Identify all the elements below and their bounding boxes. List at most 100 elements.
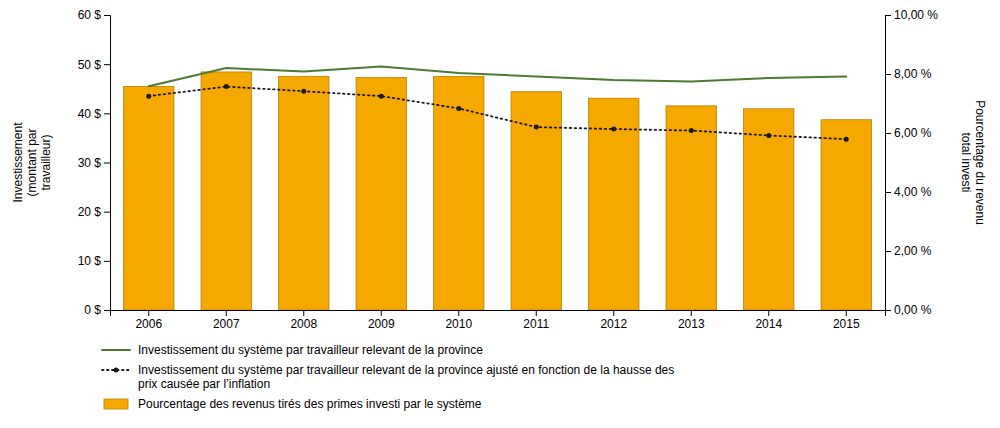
chart: 2006 2007 2008 2009 2010 2011 2012 2013 2014 2015… xyxy=(0,0,1000,428)
tick-label: 40 $ xyxy=(78,107,102,121)
tick-label: 2015 xyxy=(833,317,860,331)
legend-label: Investissement du système par travailleu… xyxy=(138,343,483,357)
tick-mark xyxy=(303,310,304,316)
tick-label: 60 $ xyxy=(78,8,102,22)
tick-mark xyxy=(691,310,692,316)
axis-line xyxy=(886,16,892,311)
tick-label: 2013 xyxy=(678,317,705,331)
tick-mark xyxy=(885,251,891,252)
tick: 30 $ xyxy=(78,156,110,170)
tick-mark xyxy=(885,74,891,75)
tick: 2006 xyxy=(135,310,162,331)
tick-mark xyxy=(104,261,110,262)
tick-mark xyxy=(613,310,614,316)
y2-axis: 0,00 % 2,00 % 4,00 % 6,00 % 8,00 % 10,00 % xyxy=(885,8,938,317)
tick: 0 $ xyxy=(84,303,110,317)
bar xyxy=(511,92,561,310)
bar xyxy=(666,106,716,310)
tick: 2009 xyxy=(368,310,395,331)
tick: 10,00 % xyxy=(885,8,938,22)
marks xyxy=(124,67,872,310)
tick-label: 2007 xyxy=(213,317,240,331)
marker xyxy=(379,94,384,99)
tick-label: 8,00 % xyxy=(894,67,932,81)
marker xyxy=(844,137,849,142)
tick-mark xyxy=(536,310,537,316)
marker xyxy=(689,128,694,133)
tick: 60 $ xyxy=(78,8,110,22)
legend-label: Pourcentage des revenus tirés des primes… xyxy=(138,397,482,411)
tick-label: 6,00 % xyxy=(894,126,932,140)
line xyxy=(149,67,847,87)
tick: 2008 xyxy=(290,310,317,331)
legend-item: Investissement du système par travailleu… xyxy=(102,363,674,391)
tick-mark xyxy=(104,310,110,311)
bar xyxy=(201,72,251,310)
y-axis: 0 $ 10 $ 20 $ 30 $ 40 $ 50 $ 60 $ xyxy=(78,8,111,317)
tick-label: 2006 xyxy=(135,317,162,331)
tick: 2012 xyxy=(600,310,627,331)
bar xyxy=(124,86,174,310)
tick: 2013 xyxy=(678,310,705,331)
tick: 2014 xyxy=(755,310,782,331)
tick: 8,00 % xyxy=(885,67,932,81)
y-axis-title: Investissement(montant partravailleur) xyxy=(11,122,53,203)
tick-label: 2012 xyxy=(600,317,627,331)
tick-label: 2,00 % xyxy=(894,244,932,258)
tick: 2010 xyxy=(445,310,472,331)
tick-label: 2008 xyxy=(290,317,317,331)
tick: 0,00 % xyxy=(885,303,932,317)
legend-item: Pourcentage des revenus tirés des primes… xyxy=(104,397,482,411)
tick-label: 20 $ xyxy=(78,205,102,219)
marker xyxy=(766,133,771,138)
tick-label: 2009 xyxy=(368,317,395,331)
marker xyxy=(224,84,229,89)
tick-label: 30 $ xyxy=(78,156,102,170)
tick-mark xyxy=(885,192,891,193)
legend-swatch xyxy=(104,399,128,409)
legend-marker xyxy=(114,368,119,373)
tick-label: 2014 xyxy=(755,317,782,331)
line-series xyxy=(146,84,849,142)
tick-mark xyxy=(458,310,459,316)
tick: 2015 xyxy=(833,310,860,331)
line-series xyxy=(149,67,847,87)
bar-series xyxy=(124,72,872,310)
bar xyxy=(821,120,871,310)
tick: 4,00 % xyxy=(885,185,932,199)
x-axis: 2006 2007 2008 2009 2010 2011 2012 2013 2014 2015 xyxy=(111,310,886,331)
tick-label: 2011 xyxy=(523,317,549,331)
tick-mark xyxy=(148,310,149,316)
tick-mark xyxy=(885,15,891,16)
tick-mark xyxy=(226,310,227,316)
tick: 2007 xyxy=(213,310,240,331)
tick: 10 $ xyxy=(78,254,110,268)
tick-label: 0 $ xyxy=(84,303,101,317)
tick: 50 $ xyxy=(78,58,110,72)
marker xyxy=(146,94,151,99)
bar xyxy=(356,78,406,310)
tick-mark xyxy=(846,310,847,316)
line xyxy=(149,87,847,140)
legend-label: Investissement du système par travailleu… xyxy=(138,363,674,391)
marker xyxy=(456,106,461,111)
plot: 2006 2007 2008 2009 2010 2011 2012 2013 2014 2015… xyxy=(11,8,986,330)
y2-axis-title: Pourcentage du revenutotal investi xyxy=(959,100,987,225)
bar xyxy=(744,109,794,310)
tick-mark xyxy=(104,163,110,164)
tick-mark xyxy=(768,310,769,316)
legend: Investissement du système par travailleu… xyxy=(102,343,674,411)
tick-label: 50 $ xyxy=(78,58,102,72)
axis-line xyxy=(104,16,111,311)
tick-mark xyxy=(885,310,891,311)
bar xyxy=(279,76,329,310)
tick: 6,00 % xyxy=(885,126,932,140)
legend-swatch xyxy=(102,349,130,351)
marker xyxy=(611,127,616,132)
tick-label: 2010 xyxy=(445,317,472,331)
legend-item: Investissement du système par travailleu… xyxy=(102,343,483,357)
tick: 2011 xyxy=(523,310,549,331)
tick-mark xyxy=(104,212,110,213)
tick: 40 $ xyxy=(78,107,110,121)
bar xyxy=(434,76,484,310)
